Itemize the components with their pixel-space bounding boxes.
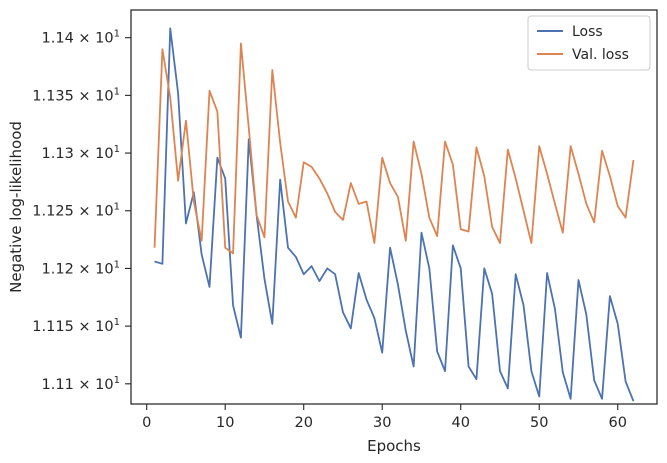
x-axis-title: Epochs xyxy=(367,437,421,455)
x-tick-label: 40 xyxy=(452,415,470,431)
legend-box xyxy=(527,15,651,71)
y-axis-ticks: 1.11 × 101 1.115 × 101 1.12 × 101 1.125 × 1… xyxy=(32,29,131,393)
y-tick-label: 1.125 × 101 xyxy=(32,202,120,220)
y-tick-label: 1.11 × 101 xyxy=(42,375,120,393)
series-line-val-loss xyxy=(153,42,635,255)
legend-label: Loss xyxy=(572,24,603,40)
y-tick-label: 1.14 × 101 xyxy=(42,29,120,47)
x-tick-label: 0 xyxy=(142,415,151,431)
plot-area xyxy=(153,27,635,402)
x-axis-ticks: 0 10 20 30 40 50 60 xyxy=(142,404,627,431)
axes-frame xyxy=(130,9,658,405)
x-tick-label: 30 xyxy=(373,415,391,431)
y-axis-title: Negative log-likelihood xyxy=(7,121,25,293)
y-tick-label: 1.13 × 101 xyxy=(42,144,120,162)
x-tick-label: 50 xyxy=(530,415,548,431)
y-tick-label: 1.115 × 101 xyxy=(32,317,120,335)
x-tick-label: 20 xyxy=(294,415,312,431)
x-tick-label: 10 xyxy=(216,415,234,431)
series-line-loss xyxy=(154,27,635,402)
y-tick-label: 1.12 × 101 xyxy=(42,259,120,277)
x-tick-label: 60 xyxy=(609,415,627,431)
legend: Loss Val. loss xyxy=(527,15,651,71)
legend-label: Val. loss xyxy=(572,47,629,63)
y-tick-label: 1.135 × 101 xyxy=(32,86,120,104)
